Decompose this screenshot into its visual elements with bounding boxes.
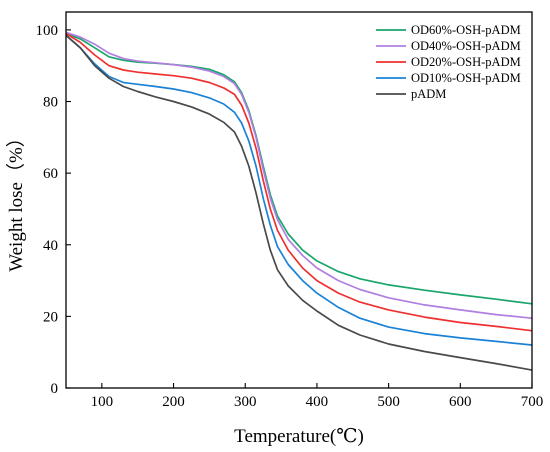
y-tick-label: 60 — [43, 166, 58, 182]
legend-label-5: pADM — [411, 87, 446, 101]
x-axis-title: Temperature(℃) — [234, 426, 364, 447]
x-tick-label: 700 — [521, 394, 544, 410]
x-tick-label: 500 — [377, 394, 400, 410]
series-line-2 — [65, 31, 533, 320]
y-axis-title: Weight lose（%） — [5, 128, 27, 272]
x-tick-label: 100 — [91, 394, 114, 410]
y-tick-label: 100 — [36, 23, 59, 39]
series-line-3 — [65, 32, 533, 332]
x-tick-label: 300 — [234, 394, 257, 410]
ticks-layer: 100 200 300 400 500 600 700 0 20 40 60 80 100 — [36, 23, 544, 410]
x-tick-label: 400 — [306, 394, 329, 410]
x-tick-label: 200 — [162, 394, 185, 410]
y-tick-label: 40 — [43, 238, 58, 254]
series-line-5 — [65, 34, 533, 371]
legend: OD60%-OSH-pADM OD40%-OSH-pADM OD20%-OSH-pA… — [376, 23, 521, 101]
series-layer — [65, 31, 533, 371]
legend-label-1: OD60%-OSH-pADM — [411, 23, 521, 37]
y-tick-label: 0 — [51, 381, 59, 397]
legend-label-3: OD20%-OSH-pADM — [411, 55, 521, 69]
x-tick-label: 600 — [449, 394, 472, 410]
plot-frame — [65, 11, 533, 389]
y-tick-label: 20 — [43, 309, 58, 325]
series-line-4 — [65, 34, 533, 346]
y-tick-label: 80 — [43, 95, 58, 111]
legend-label-2: OD40%-OSH-pADM — [411, 39, 521, 53]
legend-label-4: OD10%-OSH-pADM — [411, 71, 521, 85]
